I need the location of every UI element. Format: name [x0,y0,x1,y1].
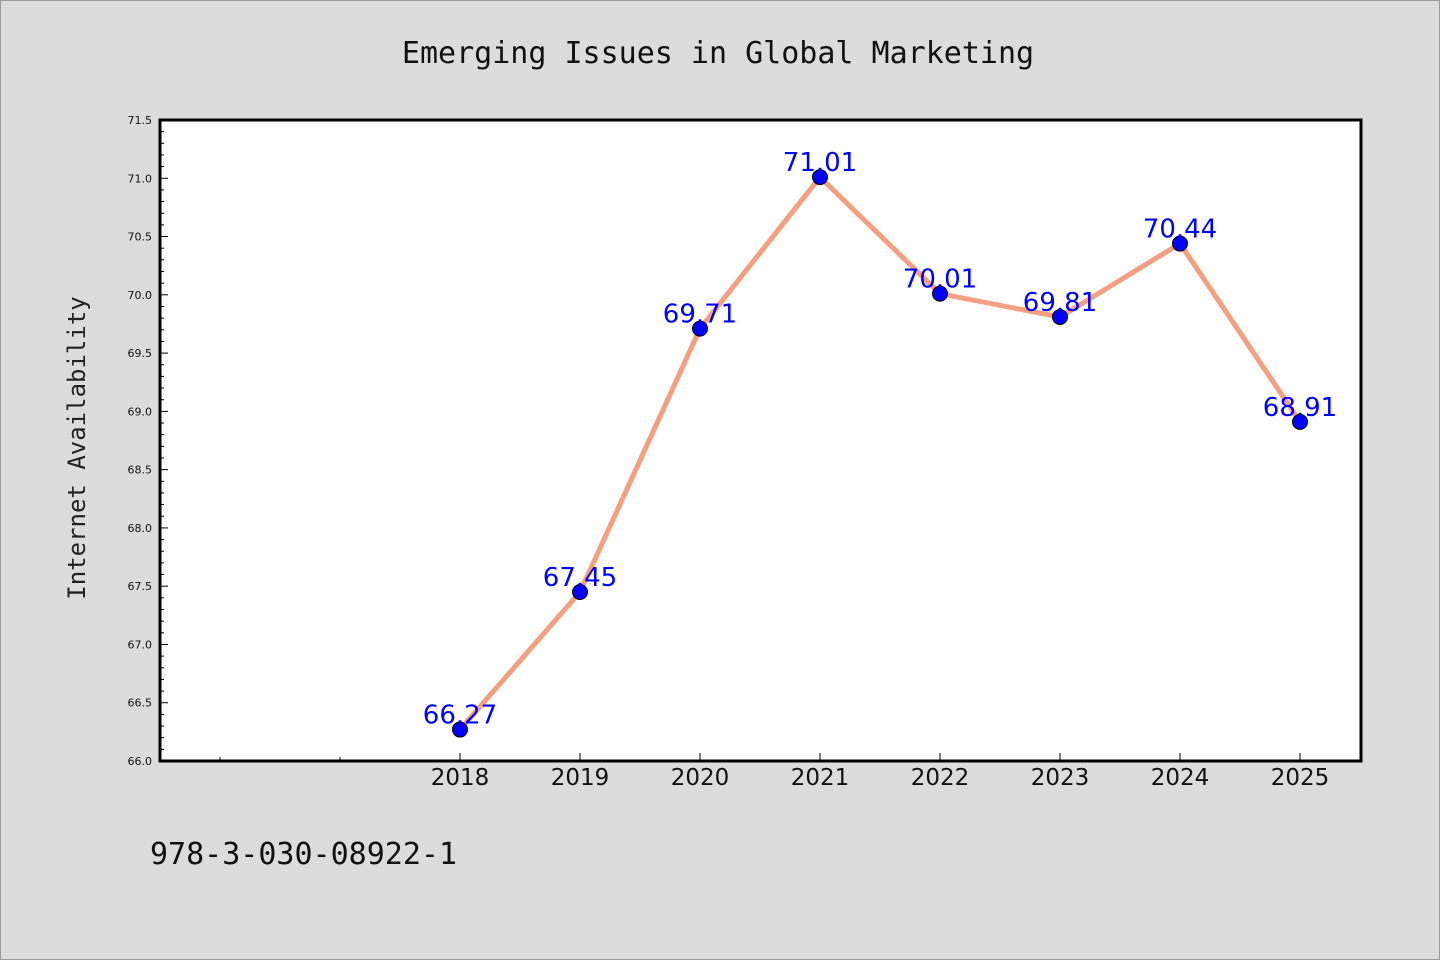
chart-title: Emerging Issues in Global Marketing [402,36,1034,71]
y-tick-label: 67.5 [128,580,153,593]
y-tick-label: 70.5 [128,231,153,244]
y-axis: 66.0 66.5 67.0 67.5 68.0 68.5 69.0 69.5 70.0 70.5… [128,114,168,768]
data-point-marker [1052,308,1068,325]
data-label: 71.01 [783,148,857,178]
y-tick-label: 71.0 [128,172,153,185]
y-tick-label: 68.5 [128,464,153,477]
x-tick-label: 2025 [1271,765,1330,791]
plot-area [158,118,1363,763]
data-label: 69.71 [663,300,737,330]
y-tick-label: 71.5 [128,114,153,127]
data-label: 66.27 [423,701,497,731]
data-label: 70.44 [1143,215,1217,245]
y-axis-label: Internet Availability [63,296,91,599]
y-tick-label: 70.0 [128,289,153,302]
x-tick-label: 2022 [911,765,970,791]
x-tick-label: 2023 [1031,765,1090,791]
x-tick-label: 2021 [791,765,850,791]
y-tick-label: 69.5 [128,347,153,360]
data-label: 69.81 [1023,288,1097,318]
x-tick-label: 2020 [671,765,730,791]
y-tick-label: 67.0 [128,638,153,651]
x-tick-label: 2019 [551,765,610,791]
x-tick-label: 2018 [431,765,490,791]
data-point-marker [932,285,948,302]
x-tick-label: 2024 [1151,765,1210,791]
y-tick-label: 69.0 [128,405,153,418]
data-point-marker [572,584,588,601]
x-axis: 2018 2019 2020 2021 2022 2023 2024 2025 [219,753,1330,791]
y-tick-label: 66.5 [128,697,153,710]
footer-isbn: 978-3-030-08922-1 [150,837,457,872]
data-point-marker [1292,413,1308,430]
data-point-marker [452,721,468,738]
data-point-marker [1172,235,1188,252]
y-tick-label: 66.0 [128,755,153,768]
series-line: 66.27 67.45 69.71 71.01 70.01 69.81 70.44 68.91 [423,148,1337,738]
data-point-marker [692,320,708,337]
data-label: 70.01 [903,265,977,295]
data-label: 67.45 [543,563,617,593]
y-tick-label: 68.0 [128,522,153,535]
data-label: 68.91 [1263,393,1337,423]
series-polyline [458,174,1303,732]
data-point-marker [812,169,828,186]
